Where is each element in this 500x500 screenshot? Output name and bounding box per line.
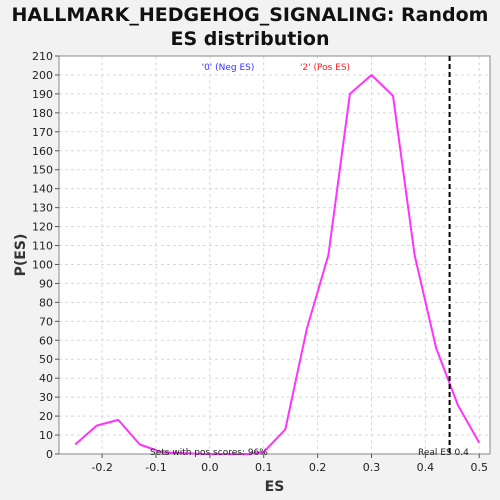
x-tick-label: 0.0 — [201, 461, 219, 474]
y-tick-label: 140 — [32, 183, 53, 196]
pos-scores-annotation: Sets with pos scores: 96% — [150, 448, 268, 458]
y-tick-label: 30 — [39, 391, 53, 404]
chart-title-line2: ES distribution — [170, 28, 330, 50]
y-tick-label: 40 — [39, 372, 53, 385]
x-tick-label: 0.4 — [417, 461, 435, 474]
plot-frame — [58, 55, 491, 455]
x-tick-label: -0.1 — [145, 461, 166, 474]
y-tick-label: 20 — [39, 410, 53, 423]
y-tick-label: 190 — [32, 88, 53, 101]
y-tick-label: 120 — [32, 221, 53, 234]
y-tick-label: 0 — [46, 448, 53, 461]
y-tick-label: 130 — [32, 202, 53, 215]
x-axis-title: ES — [265, 479, 285, 495]
y-tick-label: 110 — [32, 240, 53, 253]
legend-item-neg: '0' (Neg ES) — [202, 63, 255, 73]
chart-title-line1: HALLMARK_HEDGEHOG_SIGNALING: Random — [11, 4, 489, 26]
x-tick-label: 0.5 — [470, 461, 488, 474]
y-tick-label: 90 — [39, 277, 53, 290]
series-line — [74, 74, 481, 455]
y-tick-label: 170 — [32, 126, 53, 139]
x-tick-label: -0.2 — [91, 461, 112, 474]
y-tick-label: 10 — [39, 429, 53, 442]
legend-item-pos: '2' (Pos ES) — [300, 63, 350, 73]
y-tick-label: 70 — [39, 315, 53, 328]
y-axis-title: P(ES) — [13, 234, 29, 277]
x-tick-label: 0.2 — [309, 461, 327, 474]
plot-background — [59, 56, 490, 454]
x-tick-label: 0.3 — [363, 461, 381, 474]
y-tick-label: 200 — [32, 69, 53, 82]
y-tick-label: 100 — [32, 258, 53, 271]
real-es-annotation: Real ES 0.4 — [418, 448, 469, 458]
y-tick-label: 160 — [32, 145, 53, 158]
y-tick-label: 60 — [39, 334, 53, 347]
y-tick-label: 80 — [39, 296, 53, 309]
y-tick-label: 50 — [39, 353, 53, 366]
y-tick-label: 150 — [32, 164, 53, 177]
y-tick-label: 210 — [32, 50, 53, 63]
x-tick-label: 0.1 — [255, 461, 273, 474]
y-tick-label: 180 — [32, 107, 53, 120]
